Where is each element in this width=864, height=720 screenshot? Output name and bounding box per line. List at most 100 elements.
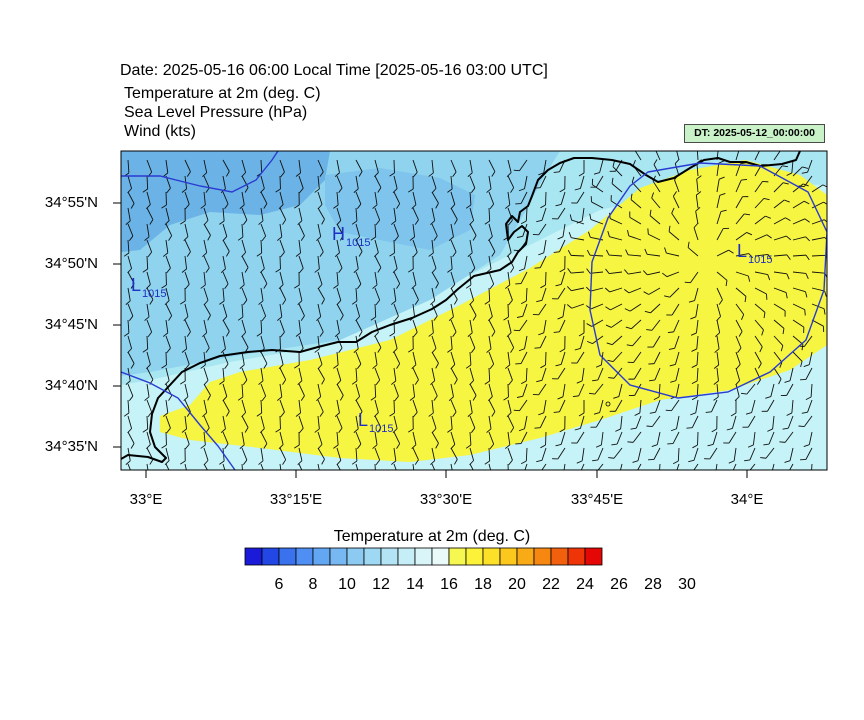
wind-barb (633, 151, 642, 161)
inland-cold-region-2 (325, 168, 475, 250)
wind-barb (297, 447, 303, 466)
wind-barb (553, 239, 566, 253)
wind-barb (735, 253, 753, 259)
wind-barb (792, 319, 805, 334)
wind-barb (412, 319, 418, 338)
wind-barb (146, 239, 153, 258)
wind-barb (532, 223, 547, 236)
wind-barb (295, 159, 302, 177)
wind-barb (467, 239, 473, 257)
wind-barb (374, 207, 381, 226)
wind-barb (260, 223, 267, 242)
wind-barb (567, 268, 585, 274)
wind-barb (670, 367, 680, 383)
colorbar-swatch (244, 547, 263, 566)
wind-barb (222, 191, 229, 209)
wind-barb (393, 351, 401, 369)
wind-barb (142, 175, 149, 193)
wind-barb (411, 191, 417, 210)
wind-barb (297, 207, 303, 226)
colorbar-swatch (465, 547, 484, 566)
wind-barb (278, 431, 284, 450)
wind-barb (716, 209, 727, 225)
colorbar-swatch (431, 547, 450, 566)
wind-barb (520, 367, 528, 385)
wind-barb (278, 271, 284, 290)
wind-barb (241, 255, 249, 273)
wind-barb (773, 351, 783, 368)
wind-barb (275, 415, 281, 433)
wind-barb (586, 335, 604, 345)
wind-barb (355, 399, 363, 417)
wind-barb (591, 178, 604, 193)
wind-barb (203, 255, 210, 273)
wind-barb (127, 351, 135, 369)
wind-barb (504, 191, 511, 209)
wind-barb (144, 303, 150, 321)
wind-barb (146, 207, 154, 225)
wind-barb (515, 351, 528, 365)
wind-barb (258, 207, 264, 225)
wind-barb (670, 415, 680, 432)
wind-barb (566, 303, 585, 309)
wind-barb (486, 175, 492, 193)
wind-barb (336, 287, 342, 306)
variable-pressure: Sea Level Pressure (hPa) (124, 104, 308, 121)
colorbar-swatch (329, 547, 348, 566)
colorbar-title: Temperature at 2m (deg. C) (333, 528, 531, 545)
wind-barb (684, 271, 699, 284)
wind-barb (611, 177, 623, 193)
wind-barb (127, 303, 134, 321)
wind-barb (389, 399, 395, 417)
wind-barb (534, 415, 547, 429)
wind-barb (735, 196, 749, 209)
wind-barb (184, 463, 189, 470)
wind-barb (552, 207, 566, 220)
wind-barb (507, 415, 515, 433)
wind-barb (723, 431, 737, 444)
wind-barb (430, 287, 436, 306)
wind-barb (746, 463, 756, 470)
wind-barb (605, 319, 623, 328)
wind-barb (730, 400, 737, 417)
wind-barb (297, 367, 303, 386)
wind-barb (317, 191, 323, 210)
wind-barb (532, 383, 547, 396)
wind-barb (559, 255, 566, 273)
wind-barb (552, 447, 566, 460)
wind-barb (372, 271, 378, 289)
wind-barb (754, 303, 766, 319)
lon-tick-label: 33°45'E (570, 491, 624, 508)
wind-barb (798, 415, 813, 427)
wind-barb (374, 255, 382, 273)
wind-barb (607, 230, 623, 241)
wind-barb (803, 431, 813, 448)
wind-barb (393, 303, 399, 322)
wind-barb (488, 431, 495, 450)
wind-barb (450, 431, 456, 450)
wind-barb (412, 287, 419, 305)
wind-barb (295, 319, 302, 337)
wind-barb (653, 383, 661, 401)
wind-barb (674, 158, 680, 177)
wind-barb (571, 431, 585, 444)
lat-tick-label: 34°40'N (44, 377, 98, 394)
wind-barb (666, 303, 680, 316)
wind-barb (692, 431, 699, 449)
wind-barb (127, 431, 135, 449)
wind-barb (592, 367, 604, 382)
wind-barb (607, 351, 623, 362)
wind-barb (754, 234, 772, 241)
lon-tick-label: 33°15'E (269, 491, 323, 508)
wind-barb (181, 255, 188, 273)
wind-barb (578, 320, 585, 337)
wind-barb (513, 319, 528, 332)
wind-barb (696, 175, 702, 193)
wind-barb (625, 319, 642, 330)
wind-barb (773, 303, 786, 317)
wind-barb (629, 211, 642, 225)
wind-barb (165, 303, 173, 321)
colorbar-tick-label: 24 (576, 576, 594, 593)
wind-barb (553, 399, 566, 413)
wind-barb (317, 463, 322, 470)
